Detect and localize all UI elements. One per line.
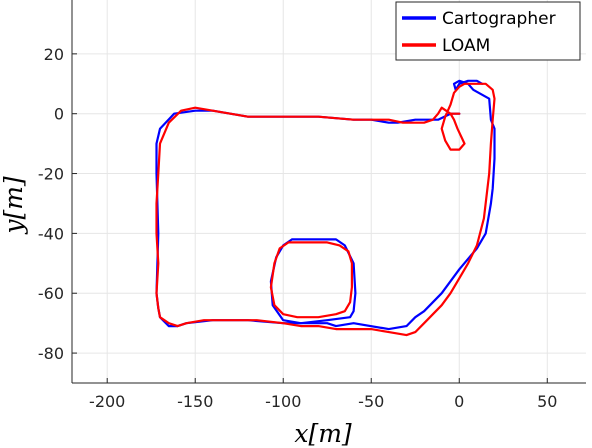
y-ticks: -80 -60 -40 -20 0 20 [38,45,77,363]
series-line-loam [155,82,496,337]
legend: Cartographer LOAM [395,1,581,61]
series-layer [155,79,496,337]
x-tick-label: -150 [177,392,213,411]
legend-label-loam: LOAM [442,36,490,56]
x-tick-label: 50 [537,392,557,411]
x-tick-label: -100 [265,392,301,411]
x-tick-label: -50 [358,392,384,411]
y-tick-label: -20 [38,165,64,184]
y-tick-label: 20 [44,45,64,64]
y-tick-label: -40 [38,224,64,243]
x-ticks: -200 -150 -100 -50 0 50 [89,378,557,411]
legend-box [395,1,581,61]
y-axis-label: y[m] [0,176,28,235]
axes-frame [71,0,586,384]
x-tick-label: 0 [454,392,464,411]
legend-label-cartographer: Cartographer [442,9,556,29]
y-tick-label: -80 [38,344,64,363]
y-tick-label: 0 [54,105,64,124]
x-axis-label: x[m] [294,419,352,448]
x-tick-label: -200 [89,392,125,411]
series-line-loam [269,241,353,319]
y-tick-label: -60 [38,284,64,303]
